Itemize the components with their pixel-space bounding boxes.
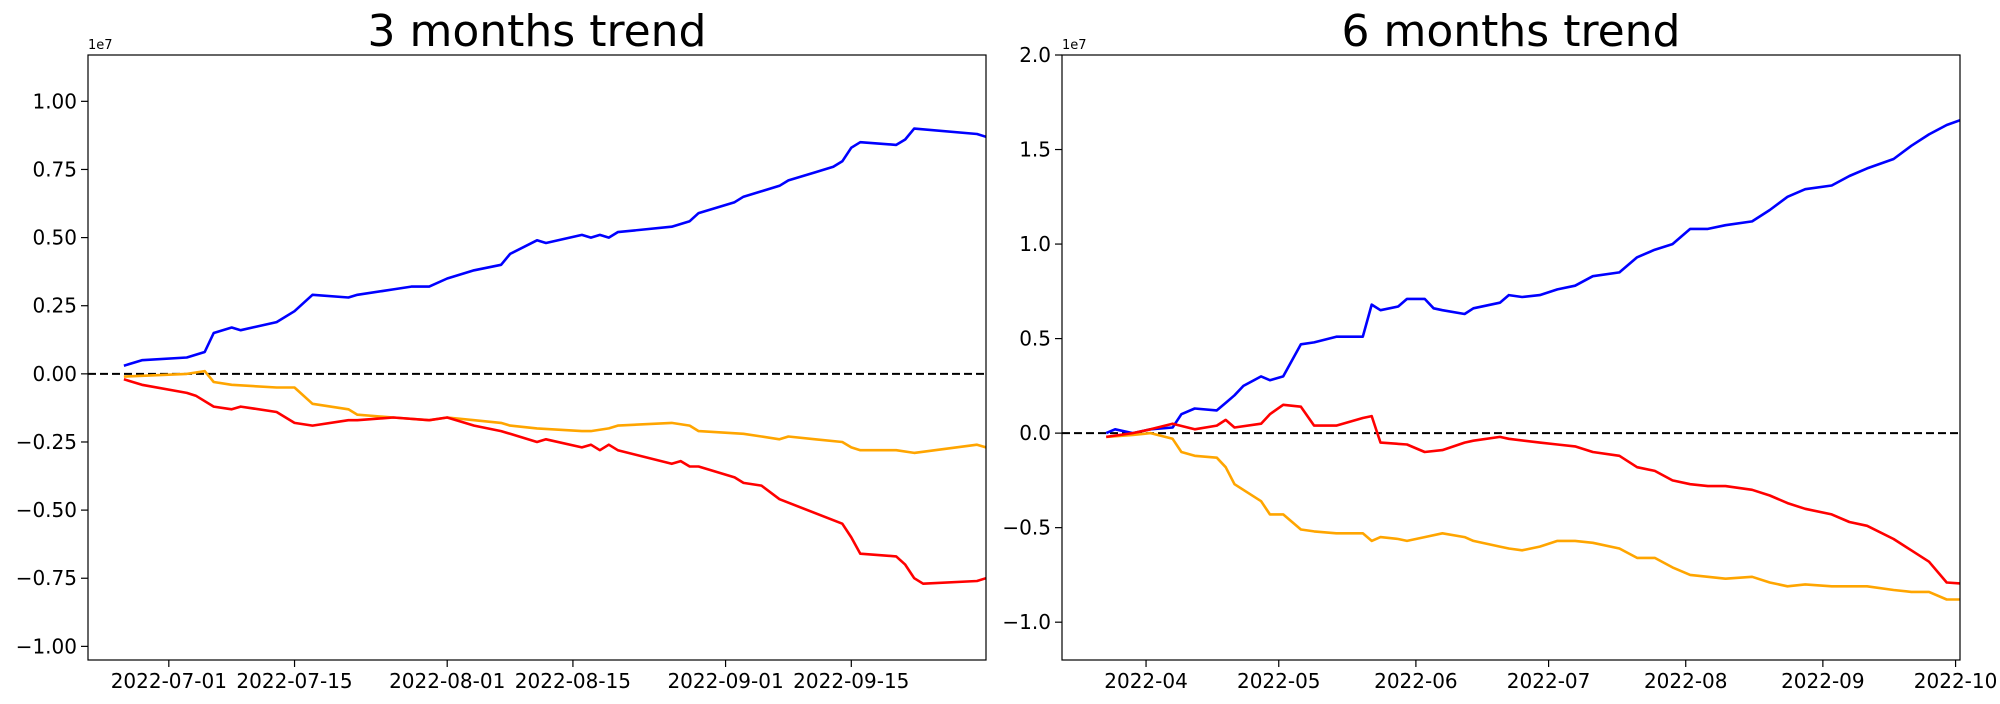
y-tick-label: 1.5 (1019, 138, 1051, 162)
plot-frame (87, 54, 987, 661)
y-tick-label: 0.5 (1019, 327, 1051, 351)
plot-frame (1061, 54, 1961, 661)
y-tick-label: 0.25 (32, 294, 77, 318)
x-tick-label: 2022-08 (1644, 669, 1728, 693)
x-tick-label: 2022-07-15 (236, 669, 352, 693)
y-tick-label: −0.50 (16, 498, 77, 522)
x-tick-label: 2022-08-01 (389, 669, 505, 693)
x-tick-label: 2022-07 (1507, 669, 1591, 693)
y-axis-offset-label: 1e7 (1062, 38, 1087, 53)
x-tick-label: 2022-09-15 (793, 669, 909, 693)
x-tick-label: 2022-05 (1237, 669, 1321, 693)
x-tick-label: 2022-10 (1914, 669, 1998, 693)
series-line-1 (1105, 118, 1960, 435)
series-line-1 (123, 127, 986, 367)
chart-title: 6 months trend (1342, 6, 1681, 57)
y-axis-offset-label: 1e7 (88, 38, 113, 53)
y-tick-label: 1.00 (32, 89, 77, 113)
y-tick-label: −1.0 (1002, 610, 1051, 634)
y-tick-label: 0.50 (32, 226, 77, 250)
x-tick-label: 2022-09-01 (667, 669, 783, 693)
y-tick-label: 0.0 (1019, 421, 1051, 445)
y-tick-label: −0.25 (16, 430, 77, 454)
y-tick-label: −0.75 (16, 566, 77, 590)
x-tick-label: 2022-08-15 (515, 669, 631, 693)
series-line-3 (1106, 403, 1960, 585)
x-tick-label: 2022-06 (1374, 669, 1458, 693)
x-tick-label: 2022-04 (1104, 669, 1188, 693)
y-tick-label: 2.0 (1019, 43, 1051, 67)
y-tick-label: −1.00 (16, 634, 77, 658)
x-tick-label: 2022-07-01 (111, 669, 227, 693)
series-line-3 (123, 378, 986, 585)
y-tick-label: 1.0 (1019, 232, 1051, 256)
y-tick-label: 0.75 (32, 157, 77, 181)
chart-3-months: 3 months trend 1e7 −1.00 −0.75 −0.50 −0.25 0… (16, 6, 987, 693)
series-line-2 (1106, 431, 1960, 601)
x-tick-label: 2022-09 (1781, 669, 1865, 693)
chart-title: 3 months trend (368, 6, 707, 57)
chart-6-months: 6 months trend 1e7 −1.0 −0.5 0.0 0.5 1.0 1.5 2… (1002, 6, 1998, 693)
series-line-2 (123, 369, 986, 455)
y-tick-label: −0.5 (1002, 516, 1051, 540)
y-tick-label: 0.00 (32, 362, 77, 386)
